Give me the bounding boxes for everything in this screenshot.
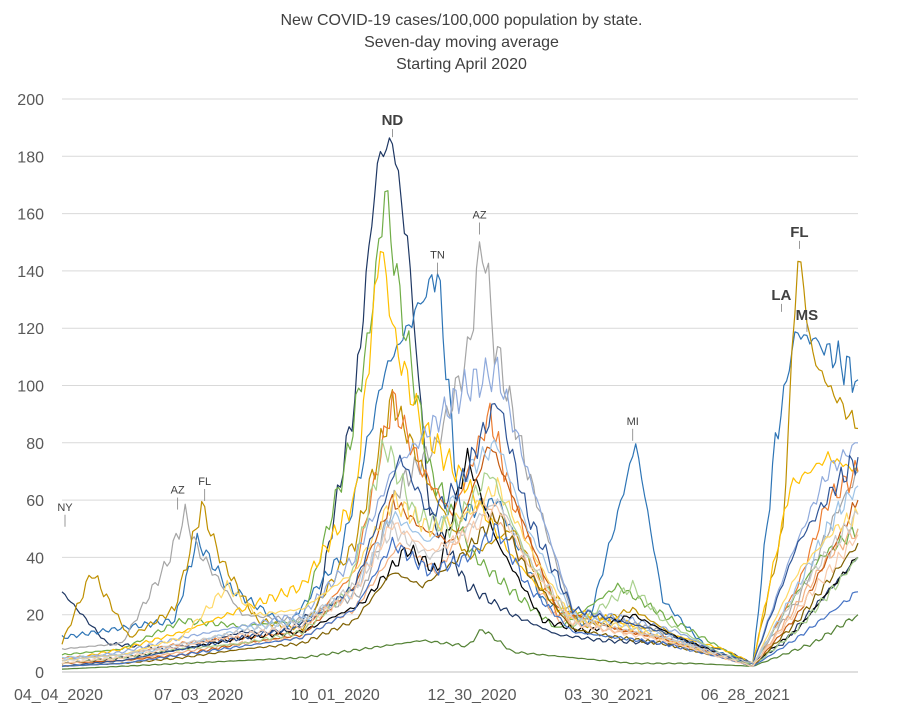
annotation-label: AZ <box>171 485 185 497</box>
y-tick-label: 100 <box>17 379 44 396</box>
y-tick-label: 20 <box>26 608 44 625</box>
x-tick-label: 12_30_2020 <box>428 687 517 704</box>
chart-title: New COVID-19 cases/100,000 population by… <box>280 12 643 29</box>
annotation-label: ND <box>382 112 404 129</box>
series-line <box>61 190 859 667</box>
series-line <box>61 356 858 665</box>
series-line <box>61 498 859 664</box>
annotation-label: TN <box>430 250 445 262</box>
y-tick-label: 200 <box>17 92 44 109</box>
series-line <box>61 137 859 665</box>
x-tick-label: 04_04_2020 <box>14 687 103 704</box>
chart-subtitle-line-2: Starting April 2020 <box>396 56 527 73</box>
annotation-label: AZ <box>472 210 486 222</box>
annotation-label: MS <box>796 307 819 324</box>
y-tick-label: 40 <box>26 550 44 567</box>
annotation-label: MI <box>627 416 639 428</box>
annotation-label: LA <box>771 287 791 304</box>
y-tick-label: 60 <box>26 493 44 510</box>
y-tick-label: 160 <box>17 207 44 224</box>
series-lines <box>61 137 859 670</box>
y-tick-label: 140 <box>17 264 44 281</box>
x-tick-label: 07_03_2020 <box>154 687 243 704</box>
y-tick-label: 180 <box>17 149 44 166</box>
chart-subtitle-line-1: Seven-day moving average <box>364 34 559 51</box>
series-line <box>61 250 859 664</box>
x-tick-label: 03_30_2021 <box>564 687 653 704</box>
axes: 0 20 40 60 80 100 120 140 160 180 200 04_04_2020 07_… <box>14 92 858 704</box>
y-tick-label: 120 <box>17 321 44 338</box>
annotation-label: NY <box>57 502 73 514</box>
series-line <box>61 260 859 665</box>
y-tick-label: 80 <box>26 436 44 453</box>
annotations: NY AZ FL ND TN AZ MI LA FL MS <box>57 112 818 527</box>
x-tick-label: 06_28_2021 <box>701 687 790 704</box>
x-tick-label: 10_01_2020 <box>291 687 380 704</box>
y-tick-label: 0 <box>35 665 44 682</box>
annotation-label: FL <box>198 476 211 488</box>
series-line <box>61 614 859 670</box>
series-line <box>61 502 859 667</box>
annotation-label: FL <box>790 224 808 241</box>
chart-titles: New COVID-19 cases/100,000 population by… <box>0 10 923 76</box>
